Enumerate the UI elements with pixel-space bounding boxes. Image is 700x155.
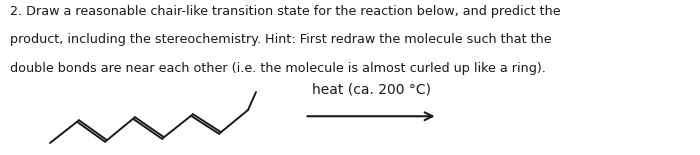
Text: 2. Draw a reasonable chair-like transition state for the reaction below, and pre: 2. Draw a reasonable chair-like transiti… <box>10 5 561 18</box>
Text: heat (ca. 200 °C): heat (ca. 200 °C) <box>312 82 430 96</box>
Text: product, including the stereochemistry. Hint: First redraw the molecule such tha: product, including the stereochemistry. … <box>10 33 552 46</box>
Text: double bonds are near each other (i.e. the molecule is almost curled up like a r: double bonds are near each other (i.e. t… <box>10 62 547 75</box>
